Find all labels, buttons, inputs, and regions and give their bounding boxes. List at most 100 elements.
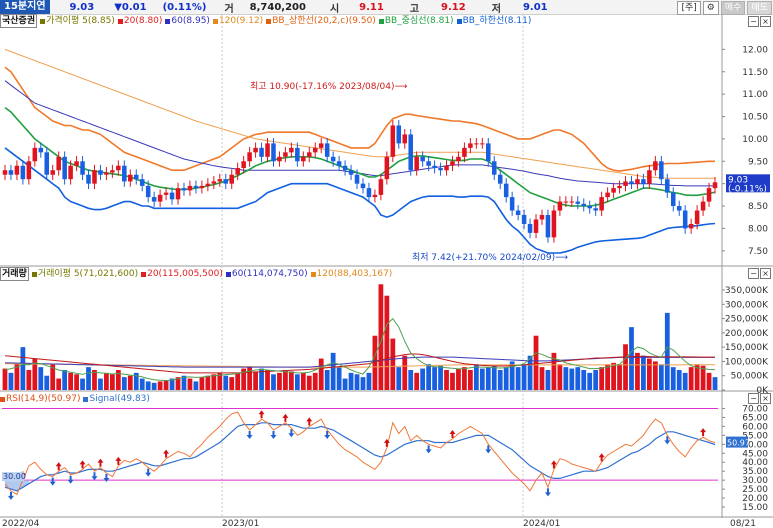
rsi-buy-arrow xyxy=(598,453,605,462)
candle-body xyxy=(712,182,718,189)
candle-body xyxy=(247,152,252,162)
rsi-sell-arrow xyxy=(664,436,671,445)
price-legend-item: 120(9.12) xyxy=(218,16,264,26)
rsi-oversold-fill xyxy=(4,480,29,491)
candle-body xyxy=(104,172,109,175)
rsi-sell-arrow xyxy=(425,445,432,454)
gear-icon[interactable]: ⚙ xyxy=(702,1,719,15)
volume-bar xyxy=(527,355,533,390)
candle-body xyxy=(557,201,563,211)
volume-legend: 거래량 거래이평 5(71,021,600) 20(115,005,500) 60(1… xyxy=(0,267,395,281)
buy-button[interactable]: 매수 xyxy=(720,1,746,15)
volume-bar xyxy=(241,368,247,390)
vol-ma120-line xyxy=(5,363,715,368)
volume-bar xyxy=(360,377,366,390)
volume-bar xyxy=(127,375,133,390)
rsi-axis-tick-label: 15.00 xyxy=(742,503,768,513)
legend-swatch xyxy=(165,18,171,24)
candle-body xyxy=(665,179,670,193)
volume-bar xyxy=(259,368,264,390)
volume-bar xyxy=(569,368,575,390)
candle-body xyxy=(20,165,26,180)
volume-bar xyxy=(390,338,396,390)
volume-bar xyxy=(92,370,97,390)
candle-body xyxy=(653,161,658,171)
candle-body xyxy=(229,174,234,184)
volume-bar xyxy=(229,377,235,390)
candle-body xyxy=(193,185,199,189)
price-change: ▼0.01 xyxy=(114,1,147,13)
volume-bar xyxy=(575,367,581,390)
candle-body xyxy=(98,170,103,175)
volume-minimize-button[interactable]: − xyxy=(748,268,759,279)
candle-body xyxy=(509,197,515,211)
candle-body xyxy=(503,183,509,198)
panel-close-button[interactable]: × xyxy=(760,16,771,27)
volume-bar xyxy=(384,295,390,390)
rsi-sell-arrow xyxy=(324,430,331,439)
volume-bar xyxy=(312,372,318,390)
legend-swatch xyxy=(40,18,46,24)
candle-body xyxy=(307,152,312,157)
volume-bar xyxy=(104,372,109,390)
volume-bar xyxy=(50,364,56,390)
candle-body xyxy=(515,210,521,215)
volume-axis-tick-label: 300,000K xyxy=(725,300,769,310)
top-buttons: [주] ⚙ 매수 매도 xyxy=(677,1,772,15)
candle-body xyxy=(420,156,425,162)
legend-swatch xyxy=(141,271,147,277)
candle-body xyxy=(283,152,288,157)
ma120-line xyxy=(4,48,715,179)
price-legend-item: 국산증권 xyxy=(0,14,38,28)
volume-close-button[interactable]: × xyxy=(760,268,771,279)
volume-bar xyxy=(396,367,402,390)
candle-body xyxy=(575,201,581,204)
volume-bar xyxy=(235,372,241,390)
volume-bar xyxy=(68,372,74,390)
volume-bar xyxy=(533,335,539,390)
price-legend-item: 60(8.95) xyxy=(171,16,210,26)
volume-bar xyxy=(617,364,622,390)
volume-bar xyxy=(503,367,509,390)
rsi-minimize-button[interactable]: − xyxy=(748,393,759,404)
legend-swatch xyxy=(31,271,37,277)
bb-upper-line xyxy=(4,66,715,172)
candle-body xyxy=(80,161,85,175)
volume-bar xyxy=(402,355,408,390)
x-axis-label: 2022/04 xyxy=(2,519,40,528)
candle-body xyxy=(450,161,455,166)
volume-bar xyxy=(467,370,473,390)
volume-axis-tick-label: 0K xyxy=(756,386,769,396)
candle-body xyxy=(706,188,712,202)
candle-body xyxy=(521,215,527,224)
rsi-buy-arrow xyxy=(115,456,122,465)
volume-bar xyxy=(664,312,670,390)
x-axis-label: 08/21 xyxy=(730,519,756,528)
sell-button[interactable]: 매도 xyxy=(747,1,772,15)
candle-body xyxy=(259,147,264,157)
candle-body xyxy=(14,165,20,175)
volume-legend-item: 20(115,005,500) xyxy=(147,269,223,279)
volume-bar xyxy=(253,371,258,390)
candle-body xyxy=(348,170,354,175)
rsi-close-button[interactable]: × xyxy=(760,393,771,404)
price-legend: 국산증권 가격이평 5(8.85) 20(8.80) 60(8.95) 120(9.12… xyxy=(0,14,534,28)
volume-bar xyxy=(551,352,557,390)
period-selector[interactable]: 15분지연 xyxy=(0,0,50,14)
rsi-buy-arrow xyxy=(97,458,104,467)
rsi-buy-arrow xyxy=(550,460,557,469)
rsi-buy-arrow xyxy=(258,410,265,419)
stock-type-button[interactable]: [주] xyxy=(677,1,701,15)
candle-body xyxy=(56,156,61,171)
panel-minimize-button[interactable]: − xyxy=(748,16,759,27)
candle-body xyxy=(593,208,598,211)
candle-body xyxy=(360,183,366,189)
candle-body xyxy=(611,188,616,193)
volume-bar xyxy=(44,375,50,390)
volume-bar xyxy=(247,367,253,390)
bb-lower-line xyxy=(4,147,716,254)
volume-bar xyxy=(372,335,378,390)
volume-bar xyxy=(199,377,205,390)
candle-body xyxy=(462,147,467,157)
